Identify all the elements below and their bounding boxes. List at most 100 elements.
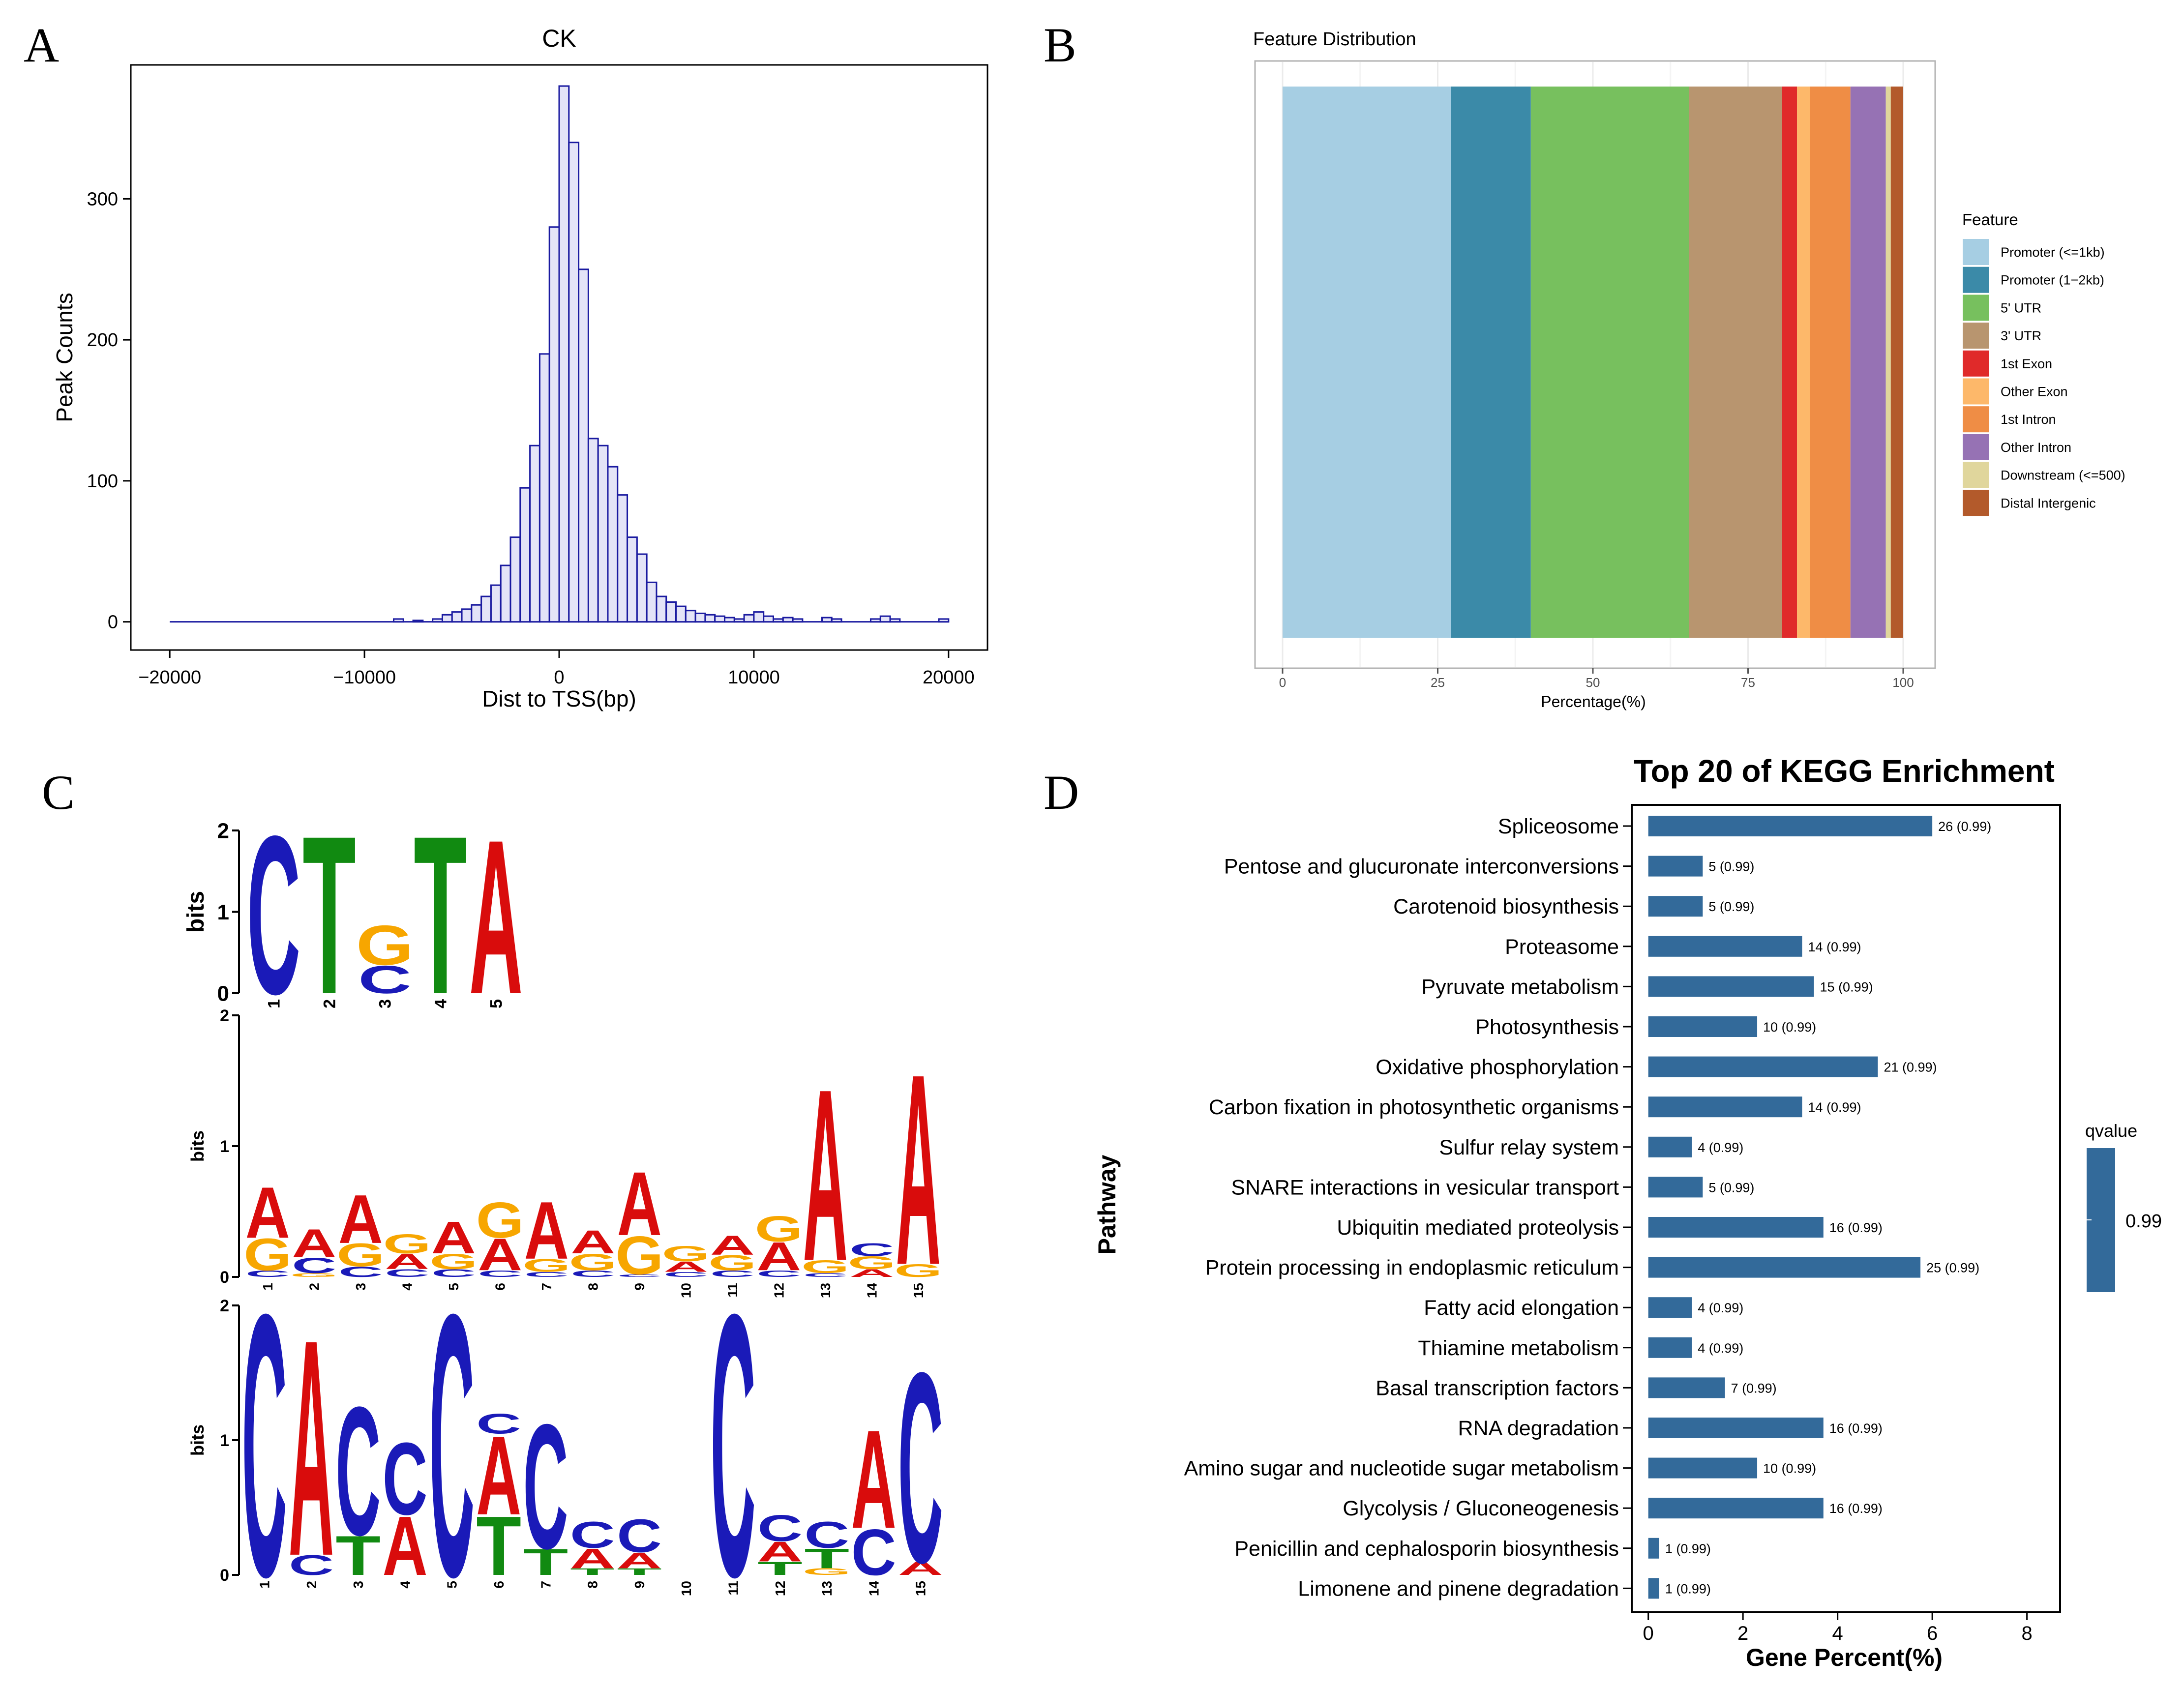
motif-letter: A [478,1230,522,1280]
histogram-bar [617,494,628,623]
histogram-y-label: Peak Counts [52,293,77,422]
kegg-bar-label: 7 (0.99) [1731,1381,1777,1395]
motif-letter: C [710,1269,755,1279]
histogram-bar [831,618,842,623]
motif-position-label: 1 [257,1581,272,1589]
histogram-bar [548,226,560,623]
motif-position-label: 6 [491,1581,507,1589]
feature-distribution-panel: Feature Distribution 0 25 50 75 100 Percenta… [1253,29,2125,710]
kegg-bar-label: 16 (0.99) [1829,1501,1883,1516]
histogram-bar [646,581,658,623]
histogram-x-label: Dist to TSS(bp) [482,686,636,711]
histogram-y-tick-label: 300 [87,189,118,209]
kegg-bar-label: 10 (0.99) [1763,1461,1816,1476]
motif-letter: C [849,1240,894,1260]
motif-letter: T [476,1499,521,1593]
kegg-bar-label: 1 (0.99) [1665,1581,1711,1596]
motif-letter: C [524,1271,569,1278]
kegg-x-tick-label: 6 [1927,1623,1938,1644]
histogram-bar [558,85,570,623]
motif-letter: A [292,1221,336,1266]
motif-position-label: 2 [320,999,339,1008]
feature-legend-key [1963,350,1989,377]
motif-letter: C [476,1408,521,1440]
motif-letter: A [524,1185,569,1276]
feature-legend-label: 3' UTR [2001,328,2041,343]
histogram-x-tick-label: 0 [554,667,564,688]
feature-legend: Promoter (<=1kb) Promoter (1−2kb) 5' UTR 3'… [1963,239,2125,516]
feature-x-tick-label: 25 [1431,675,1445,690]
motif-letter: C [429,1236,475,1655]
kegg-bar [1648,1257,1921,1278]
histogram-bar [500,564,511,623]
motif-letter: C [711,1236,756,1655]
motif-position-label: 7 [538,1581,553,1589]
qvalue-legend-title: qvalue [2085,1121,2137,1141]
motif-y-tick-label: 1 [220,1137,229,1156]
motif-position-label: 12 [773,1581,788,1596]
feature-segment [1782,87,1797,638]
motif-position-label: 8 [585,1581,600,1589]
histogram-bar [578,268,589,623]
feature-stacked-bar [1283,87,1903,638]
kegg-bar-label: 15 (0.99) [1820,979,1873,994]
kegg-bar [1648,936,1802,957]
motif-position-label: 11 [725,1283,740,1298]
feature-legend-label: Distal Intergenic [2001,496,2096,510]
motif-letter: C [335,1369,381,1574]
motif-position-label: 4 [400,1283,415,1291]
feature-title: Feature Distribution [1253,29,1416,50]
motif-letter: C [358,957,412,1002]
histogram-bar [490,584,502,623]
histogram-bar [412,620,424,623]
kegg-bar [1648,1217,1824,1238]
kegg-bar-label: 26 (0.99) [1938,819,1991,834]
motif-letter: G [476,1192,524,1249]
motif-position-label: 14 [866,1581,881,1597]
histogram-y-tick-label: 200 [87,330,118,351]
feature-x-tick-label: 0 [1279,675,1286,690]
motif-y-label: bits [187,1424,208,1456]
kegg-category-label: RNA degradation [1458,1417,1619,1440]
kegg-bar-label: 4 (0.99) [1698,1140,1743,1155]
motif-position-label: 14 [865,1283,880,1299]
histogram-bar [714,615,726,623]
motif-letter: T [570,1567,615,1577]
kegg-bar-label: 25 (0.99) [1926,1261,1979,1275]
motif-letter: C [245,1269,290,1279]
motif-letter: T [523,1541,568,1583]
feature-legend-label: Promoter (1−2kb) [2001,273,2104,288]
feature-segment [1283,87,1451,638]
kegg-bar-label: 5 (0.99) [1708,859,1754,874]
histogram-bar [782,617,794,623]
kegg-category-label: Basal transcription factors [1376,1376,1619,1400]
feature-legend-key [1963,239,1989,265]
motif-position-label: 8 [586,1283,601,1291]
kegg-bar-label: 21 (0.99) [1884,1060,1937,1075]
kegg-panel: Top 20 of KEGG Enrichment Spliceosome Pen… [1093,753,2162,1671]
motif-letter: T [414,788,467,1041]
histogram-bar [471,604,482,623]
kegg-x-tick-label: 2 [1737,1623,1748,1644]
motif-letter: C [431,1267,476,1279]
kegg-category-label: Spliceosome [1498,815,1619,838]
motif-letter: A [469,794,523,1040]
motif-letter: A [570,1224,615,1261]
histogram-bar [529,444,540,623]
kegg-category-label: Glycolysis / Gluconeogenesis [1343,1497,1619,1520]
motif-letter: G [894,1261,942,1281]
kegg-category-label: Photosynthesis [1475,1015,1619,1039]
motif-position-label: 3 [351,1581,366,1589]
histogram-bar [792,618,804,623]
histogram-y-tick-label: 100 [87,471,118,492]
feature-legend-label: 1st Exon [2001,356,2052,371]
feature-x-tick-label: 50 [1586,675,1600,690]
kegg-x-axis: 0 2 4 6 8 [1643,1612,2033,1644]
motif-letter: A [617,1153,662,1255]
feature-legend-label: Promoter (<=1kb) [2001,245,2105,260]
histogram-bar [656,595,667,623]
feature-legend-key [1963,323,1989,349]
motif-letter: C [804,1514,849,1556]
motif-letter: A [756,1235,801,1279]
